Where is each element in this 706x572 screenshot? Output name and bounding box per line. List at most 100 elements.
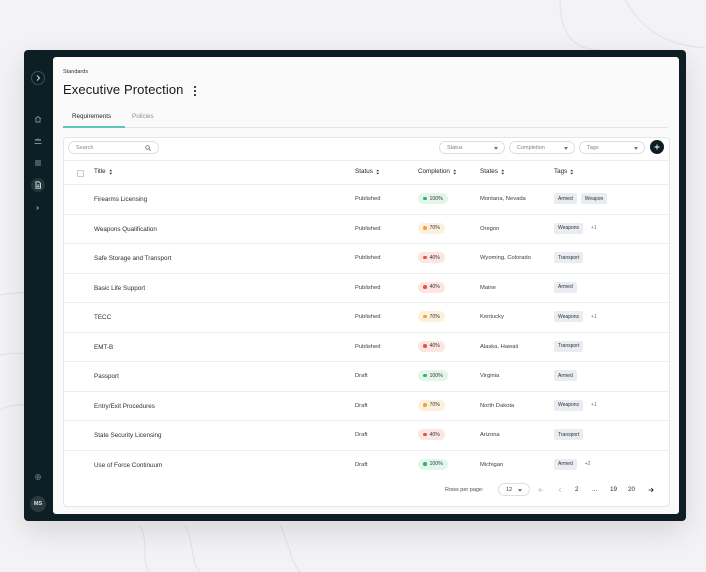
row-states: North Dakota — [480, 402, 515, 409]
expand-sidebar-button[interactable] — [31, 71, 45, 85]
tab-policies[interactable]: Policies — [132, 113, 154, 120]
page-title: Executive Protection — [63, 82, 184, 97]
row-status: Draft — [355, 461, 368, 468]
row-tags: Weapons +1 — [554, 222, 605, 234]
tag-chip[interactable]: Armed — [554, 193, 577, 204]
table-row[interactable]: Firearms Licensing Published 100% Montana, … — [64, 184, 669, 215]
avatar[interactable]: MS — [30, 496, 46, 512]
tab-bar: Requirements Policies — [63, 111, 668, 128]
table-row[interactable]: Basic Life Support Published 40% Maine Armed — [64, 272, 669, 304]
table-row[interactable]: Passport Draft 100% Virginia Armed — [64, 361, 669, 392]
next-page-button[interactable] — [648, 487, 654, 493]
plus-icon — [654, 144, 660, 150]
row-states: Wyoming, Colorado — [480, 255, 531, 261]
table-row[interactable]: Entry/Exit Procedures Draft 70% North Dakot… — [64, 390, 669, 422]
completion-badge: 70% — [418, 222, 445, 234]
row-title[interactable]: Safe Storage and Transport — [94, 255, 172, 262]
add-requirement-button[interactable] — [650, 140, 664, 154]
search-icon — [145, 145, 151, 151]
row-title[interactable]: EMT-B — [94, 343, 114, 351]
row-tags: Armed — [554, 281, 581, 293]
status-dot-icon — [423, 462, 427, 466]
more-tags-count[interactable]: +1 — [591, 313, 597, 320]
table-row[interactable]: EMT-B Published 40% Alaska, Hawaii Transport — [64, 331, 669, 363]
column-header-tags[interactable]: Tags — [554, 168, 574, 175]
team-icon — [34, 138, 42, 144]
nav-team[interactable] — [31, 134, 45, 148]
arrow-left-icon — [538, 487, 544, 493]
sort-icon — [453, 169, 457, 174]
tag-chip[interactable]: Armed — [554, 370, 577, 381]
completion-value: 40% — [429, 431, 440, 438]
page-button[interactable]: 2 — [575, 486, 579, 493]
tag-chip[interactable]: Weapons — [554, 311, 584, 322]
table-row[interactable]: State Security Licensing Draft 40% Arizona T… — [64, 420, 669, 451]
completion-filter-label: Completion — [517, 144, 545, 151]
nav-forward[interactable] — [31, 201, 45, 215]
column-header-states[interactable]: States — [480, 168, 505, 175]
tag-chip[interactable]: Transport — [554, 340, 584, 352]
column-header-title[interactable]: Title — [94, 168, 112, 175]
status-dot-icon — [423, 285, 427, 289]
completion-filter[interactable]: Completion — [509, 141, 575, 154]
completion-value: 70% — [429, 313, 440, 320]
page-ellipsis: ... — [592, 486, 598, 493]
column-states-label: States — [480, 168, 498, 175]
nav-home[interactable] — [31, 112, 45, 126]
first-page-button[interactable] — [538, 487, 544, 493]
settings-button[interactable] — [31, 470, 45, 484]
status-dot-icon — [423, 373, 427, 378]
row-title[interactable]: Weapons Qualification — [94, 225, 157, 233]
nav-list[interactable] — [31, 156, 45, 170]
requirements-table-card: Search Status Completion Tags — [63, 137, 670, 507]
column-title-label: Title — [94, 168, 106, 175]
column-header-completion[interactable]: Completion — [418, 168, 457, 175]
select-all-checkbox[interactable] — [77, 170, 84, 177]
rows-per-page-label: Rows per page: — [445, 487, 484, 493]
tag-chip[interactable]: Weapon — [580, 193, 608, 204]
row-tags: Transport — [554, 252, 587, 263]
nav-documents[interactable] — [31, 178, 45, 192]
page-button[interactable]: 19 — [610, 486, 618, 493]
completion-badge: 100% — [418, 193, 448, 204]
row-title[interactable]: TECC — [94, 314, 112, 321]
row-tags: Armed Weapon — [554, 193, 611, 204]
rows-per-page-select[interactable]: 12 — [498, 483, 530, 496]
tag-chip[interactable]: Transport — [554, 429, 584, 440]
table-row[interactable]: Use of Force Continuum Draft 100% Michigan A… — [64, 449, 669, 481]
row-title[interactable]: State Security Licensing — [94, 432, 162, 439]
page-button[interactable]: 20 — [628, 486, 636, 493]
more-tags-count[interactable]: +2 — [584, 461, 591, 467]
previous-page-button[interactable] — [557, 487, 563, 493]
table-row[interactable]: Weapons Qualification Published 70% Oregon W… — [64, 213, 669, 245]
row-title[interactable]: Entry/Exit Procedures — [94, 402, 155, 410]
breadcrumb[interactable]: Standards — [63, 69, 89, 75]
more-options-button[interactable] — [193, 86, 197, 96]
row-title[interactable]: Firearms Licensing — [94, 196, 148, 203]
status-filter[interactable]: Status — [439, 141, 505, 154]
more-tags-count[interactable]: +1 — [591, 225, 597, 231]
tag-chip[interactable]: Weapons — [554, 399, 584, 411]
tab-requirements[interactable]: Requirements — [72, 113, 112, 120]
list-icon — [35, 160, 41, 166]
completion-value: 70% — [429, 225, 440, 231]
table-row[interactable]: TECC Published 70% Kentucky Weapons +1 — [64, 302, 669, 333]
tag-chip[interactable]: Weapons — [554, 222, 584, 234]
tags-filter[interactable]: Tags — [579, 141, 645, 154]
chevron-down-icon — [634, 146, 638, 150]
tag-chip[interactable]: Armed — [554, 281, 577, 293]
row-status: Draft — [355, 402, 368, 409]
row-title[interactable]: Use of Force Continuum — [94, 461, 163, 469]
home-icon — [34, 115, 42, 123]
tag-chip[interactable]: Transport — [554, 252, 584, 263]
table-row[interactable]: Safe Storage and Transport Published 40% Wy… — [64, 243, 669, 274]
search-input[interactable]: Search — [68, 141, 159, 154]
pagination: Rows per page: 12 2 ... 19 20 — [64, 482, 669, 500]
column-header-status[interactable]: Status — [355, 168, 380, 175]
more-tags-count[interactable]: +1 — [591, 402, 597, 408]
sort-icon — [376, 169, 380, 174]
row-title[interactable]: Basic Life Support — [94, 284, 146, 292]
sort-icon — [108, 169, 112, 174]
tag-chip[interactable]: Armed — [554, 458, 577, 470]
row-title[interactable]: Passport — [94, 373, 119, 380]
